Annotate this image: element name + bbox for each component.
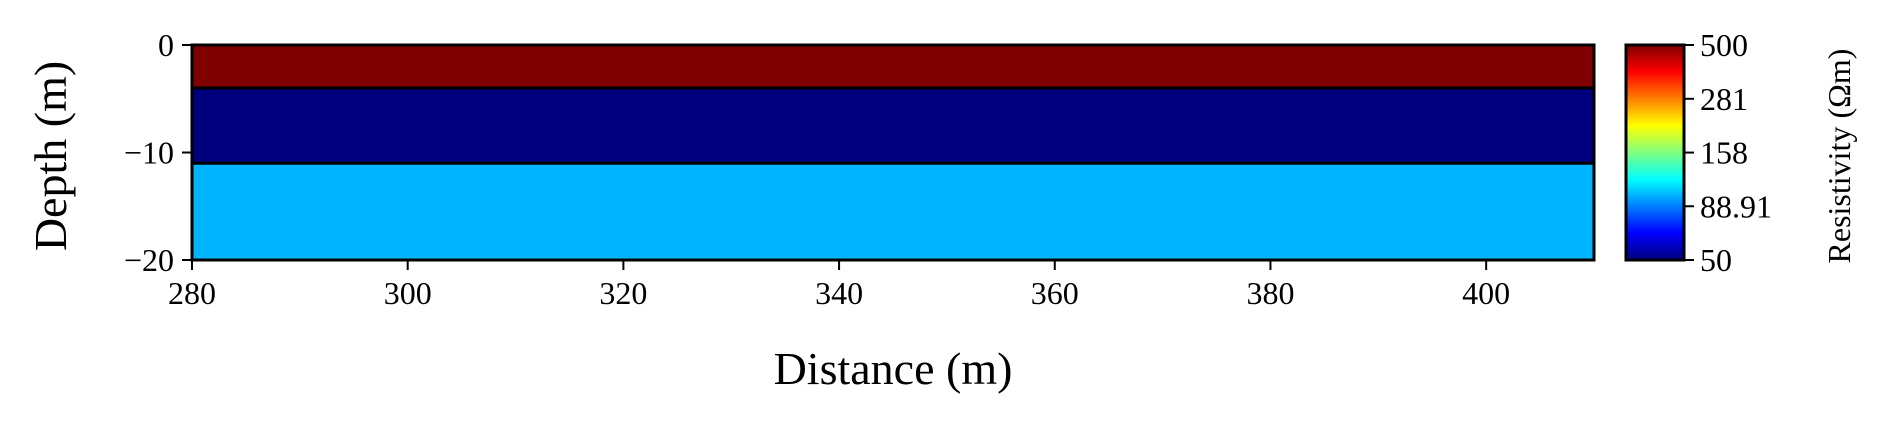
colorbar-tick-label-3: 88.91 bbox=[1700, 188, 1772, 224]
x-tick-label-360: 360 bbox=[1031, 275, 1079, 311]
colorbar-tick-label-4: 50 bbox=[1700, 242, 1732, 278]
y-tick-label-0: 0 bbox=[158, 27, 174, 63]
colorbar-tick-label-0: 500 bbox=[1700, 27, 1748, 63]
layer-2 bbox=[192, 88, 1594, 164]
x-tick-label-280: 280 bbox=[168, 275, 216, 311]
x-tick-label-300: 300 bbox=[384, 275, 432, 311]
x-tick-label-400: 400 bbox=[1462, 275, 1510, 311]
x-tick-label-340: 340 bbox=[815, 275, 863, 311]
x-tick-label-320: 320 bbox=[599, 275, 647, 311]
y-tick-label-2: −20 bbox=[124, 242, 174, 278]
colorbar-tick-label-2: 158 bbox=[1700, 135, 1748, 171]
x-axis-label: Distance (m) bbox=[774, 343, 1013, 394]
layer-1 bbox=[192, 45, 1594, 88]
colorbar-gradient bbox=[1626, 45, 1684, 260]
colorbar-label: Resistivity (Ωm) bbox=[1821, 49, 1857, 264]
x-tick-label-380: 380 bbox=[1246, 275, 1294, 311]
y-axis-label: Depth (m) bbox=[25, 61, 76, 251]
colorbar-tick-label-1: 281 bbox=[1700, 81, 1748, 117]
layer-3 bbox=[192, 163, 1594, 260]
y-tick-label-1: −10 bbox=[124, 135, 174, 171]
